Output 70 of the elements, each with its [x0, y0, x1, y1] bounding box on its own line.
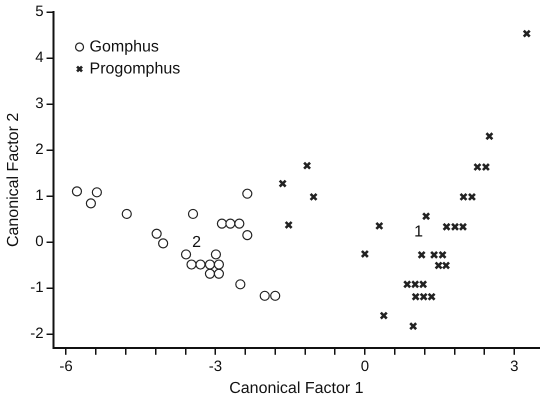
y-tick-label: 3 [35, 95, 44, 112]
point [522, 29, 532, 38]
point [309, 192, 318, 202]
point [188, 208, 198, 220]
point [417, 250, 426, 260]
annotation: 2 [192, 234, 202, 252]
point [210, 249, 222, 260]
point [204, 268, 216, 279]
point [214, 268, 224, 279]
x-tick-label: 3 [510, 358, 518, 375]
point [242, 230, 252, 240]
y-axis-title: Canonical Factor 2 [5, 112, 22, 248]
point [380, 311, 388, 320]
point [195, 259, 206, 270]
point [427, 292, 436, 302]
point [442, 261, 450, 270]
y-tick-label: 4 [35, 49, 44, 66]
y-tick-label: 2 [35, 141, 44, 158]
point [270, 290, 280, 301]
point [122, 208, 132, 220]
y-tick-label: 1 [35, 187, 44, 204]
x-tick-label: -3 [208, 358, 222, 375]
point [180, 249, 192, 260]
y-tick-label: 0 [35, 233, 44, 250]
point [260, 290, 270, 301]
point [410, 280, 420, 289]
point [468, 192, 476, 202]
point [458, 222, 468, 232]
point [152, 228, 162, 239]
x-axis-title: Canonical Factor 1 [229, 380, 364, 397]
point [408, 322, 418, 330]
point [235, 279, 246, 290]
point [360, 250, 370, 258]
point [419, 292, 428, 302]
point [225, 218, 236, 229]
point [284, 220, 293, 230]
legend-label: Gomphus [90, 38, 159, 56]
point [402, 280, 412, 289]
point [485, 132, 494, 140]
y-tick-label: -2 [30, 325, 44, 342]
point [434, 261, 443, 270]
point [86, 198, 96, 208]
point [450, 222, 460, 232]
point [438, 250, 447, 260]
point [72, 186, 82, 196]
point [204, 259, 216, 270]
point [158, 238, 168, 248]
point [214, 259, 224, 270]
annotation: 1 [414, 223, 424, 240]
point [418, 280, 428, 289]
point [375, 222, 384, 230]
point [242, 188, 252, 199]
y-tick-label: -1 [30, 279, 44, 296]
point [430, 250, 438, 260]
point [482, 162, 490, 172]
x-tick-label: 0 [360, 358, 370, 375]
point [302, 161, 312, 170]
point [186, 259, 197, 270]
legend-label: Progomphus [90, 60, 180, 78]
point [411, 292, 420, 302]
y-tick-label: 5 [35, 3, 44, 20]
point [234, 218, 244, 229]
point [422, 212, 430, 221]
point [442, 222, 451, 232]
point [278, 179, 287, 188]
x-tick-label: -6 [59, 358, 73, 375]
point [92, 187, 102, 198]
point [473, 162, 482, 172]
point [459, 192, 468, 202]
point [216, 218, 227, 229]
